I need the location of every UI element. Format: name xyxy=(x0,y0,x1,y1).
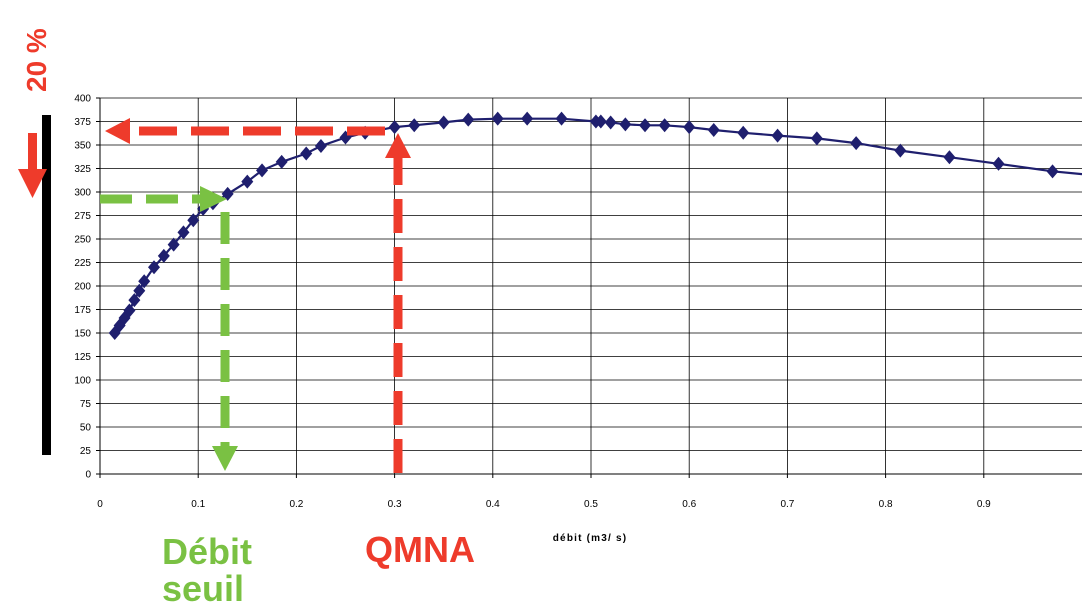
data-point-marker xyxy=(221,186,234,201)
x-tick-label: 0.4 xyxy=(486,499,500,510)
data-point-marker xyxy=(594,114,607,129)
data-point-marker xyxy=(187,213,200,228)
data-point-marker xyxy=(138,274,151,289)
data-point-marker xyxy=(148,260,161,275)
data-point-marker xyxy=(850,136,863,151)
debit-seuil-label-line1: Débit xyxy=(162,531,252,572)
qmna-left-arrowhead xyxy=(105,118,130,144)
data-point-marker xyxy=(314,138,327,153)
debit-seuil-arrows xyxy=(100,186,238,471)
data-point-marker xyxy=(167,237,180,252)
qmna-arrows xyxy=(105,118,411,473)
data-point-marker xyxy=(491,111,504,126)
x-tick-label: 0.7 xyxy=(780,499,794,510)
data-point-marker xyxy=(992,156,1005,171)
x-tick-label: 0.5 xyxy=(584,499,598,510)
down-arrow xyxy=(18,133,47,198)
y-tick-label: 250 xyxy=(74,235,91,246)
x-tick-label: 0.3 xyxy=(388,499,402,510)
x-tick-label: 0.8 xyxy=(879,499,893,510)
black-bracket-bar xyxy=(42,115,51,455)
percent-label: 20 % xyxy=(21,28,52,92)
x-tick-label: 0.6 xyxy=(682,499,696,510)
qmna-up-arrowhead xyxy=(385,133,411,158)
data-point-marker xyxy=(521,111,534,126)
y-tick-label: 325 xyxy=(74,164,91,175)
data-point-marker xyxy=(256,163,269,178)
data-point-marker xyxy=(300,146,313,161)
data-point-marker xyxy=(177,225,190,240)
data-point-marker xyxy=(683,120,696,135)
down-arrow-shaft xyxy=(28,133,37,170)
data-point-marker xyxy=(241,174,254,189)
series-curve xyxy=(113,117,1082,334)
data-point-marker xyxy=(943,150,956,165)
y-tick-label: 100 xyxy=(74,376,91,387)
data-point-marker xyxy=(1046,164,1059,179)
data-point-marker xyxy=(810,131,823,146)
y-tick-label: 225 xyxy=(74,258,91,269)
data-point-marker xyxy=(408,118,421,133)
data-point-marker xyxy=(737,125,750,140)
y-tick-label: 200 xyxy=(74,282,91,293)
y-axis-ticks: 0 25 50 75 100 125 150 175 200 225 250 275 300 325 350… xyxy=(74,94,100,481)
data-point-marker xyxy=(658,118,671,133)
y-tick-label: 50 xyxy=(80,423,92,434)
data-point-marker xyxy=(128,293,141,308)
data-point-marker xyxy=(275,154,288,169)
x-tick-label: 0 xyxy=(97,499,103,510)
x-axis-ticks: 0 0.1 0.2 0.3 0.4 0.5 0.6 0.7 0.8 0.9 xyxy=(97,474,991,510)
data-point-marker xyxy=(771,128,784,143)
data-point-marker xyxy=(894,143,907,158)
data-point-marker xyxy=(639,118,652,133)
x-tick-label: 0.1 xyxy=(191,499,205,510)
data-point-marker xyxy=(437,115,450,130)
y-tick-label: 300 xyxy=(74,188,91,199)
data-point-marker xyxy=(555,111,568,126)
qmna-label: QMNA xyxy=(365,529,475,570)
y-tick-label: 400 xyxy=(74,94,91,105)
y-tick-label: 275 xyxy=(74,211,91,222)
grid-lines xyxy=(100,97,1082,474)
y-tick-label: 150 xyxy=(74,329,91,340)
data-point-marker xyxy=(707,122,720,137)
x-tick-label: 0.2 xyxy=(289,499,303,510)
data-point-marker xyxy=(604,115,617,130)
y-tick-label: 375 xyxy=(74,117,91,128)
data-point-marker xyxy=(388,120,401,135)
debit-seuil-down-arrowhead xyxy=(212,446,238,471)
y-tick-label: 125 xyxy=(74,352,91,363)
y-tick-label: 75 xyxy=(80,399,92,410)
debit-seuil-right-arrowhead xyxy=(200,186,227,212)
data-point-marker xyxy=(462,112,475,127)
data-point-marker xyxy=(157,248,170,263)
debit-seuil-label-line2: seuil xyxy=(162,568,244,605)
y-tick-label: 25 xyxy=(80,446,92,457)
data-point-marker xyxy=(619,117,632,132)
y-tick-label: 350 xyxy=(74,141,91,152)
data-point-marker xyxy=(123,303,136,318)
x-tick-label: 0.9 xyxy=(977,499,991,510)
down-arrow-head xyxy=(18,169,47,198)
x-axis-label: débit (m3/ s) xyxy=(553,533,628,544)
y-tick-label: 175 xyxy=(74,305,91,316)
data-point-marker xyxy=(133,283,146,298)
series-line xyxy=(108,111,1082,340)
y-tick-label: 0 xyxy=(85,470,91,481)
